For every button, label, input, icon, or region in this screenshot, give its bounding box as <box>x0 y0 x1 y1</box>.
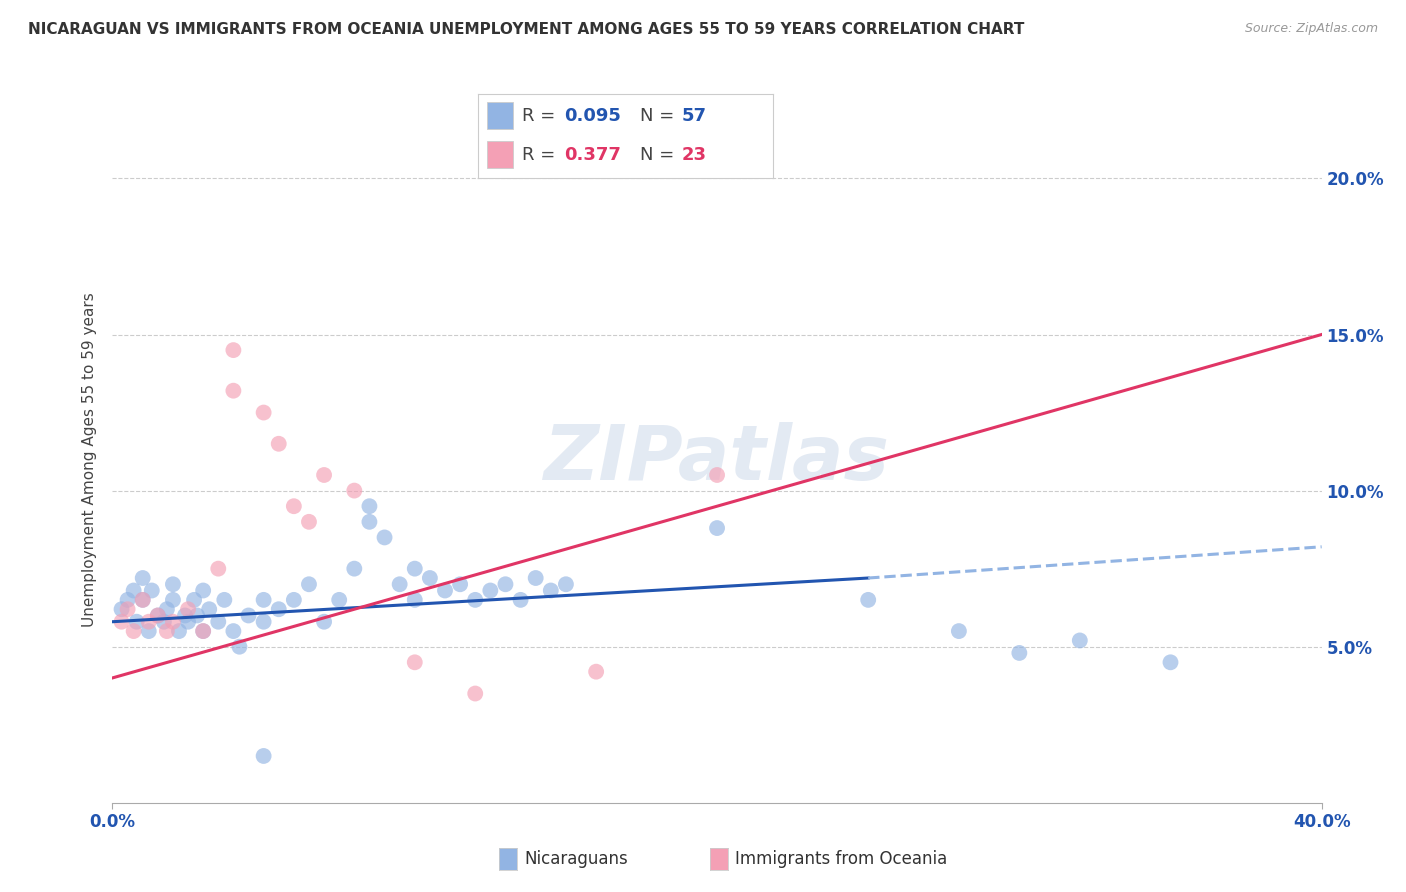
Point <box>207 615 229 629</box>
Point <box>117 602 139 616</box>
Text: Nicaraguans: Nicaraguans <box>524 850 628 868</box>
Point <box>162 577 184 591</box>
Point <box>253 615 276 629</box>
Text: 0.095: 0.095 <box>564 107 620 125</box>
Point <box>162 593 184 607</box>
Point <box>222 624 245 639</box>
Point <box>585 665 607 679</box>
Point <box>524 571 547 585</box>
Text: 23: 23 <box>682 145 707 163</box>
Point <box>191 624 215 639</box>
Bar <box>486 141 513 169</box>
Point <box>122 624 145 639</box>
Point <box>125 615 148 629</box>
Point <box>253 749 276 764</box>
Point <box>464 593 486 607</box>
Point <box>117 593 139 607</box>
Point <box>222 384 245 398</box>
Point <box>1008 646 1031 660</box>
Point <box>122 583 145 598</box>
Point <box>110 615 132 629</box>
Bar <box>486 103 513 129</box>
Point <box>540 583 562 598</box>
Text: N =: N = <box>641 145 681 163</box>
Point <box>1159 655 1181 669</box>
Point <box>359 515 381 529</box>
Point <box>162 615 184 629</box>
Point <box>138 624 160 639</box>
Point <box>495 577 517 591</box>
Point <box>141 583 163 598</box>
Point <box>479 583 502 598</box>
Point <box>167 624 190 639</box>
Point <box>146 608 169 623</box>
Point <box>153 615 176 629</box>
Point <box>177 602 200 616</box>
Point <box>228 640 250 654</box>
Point <box>207 562 229 576</box>
Point <box>388 577 411 591</box>
Point <box>404 562 426 576</box>
Point <box>706 468 728 483</box>
Point <box>948 624 970 639</box>
Text: ZIPatlas: ZIPatlas <box>544 423 890 496</box>
Text: 57: 57 <box>682 107 707 125</box>
Point <box>343 562 366 576</box>
Point <box>283 593 305 607</box>
Point <box>110 602 132 616</box>
Point <box>177 615 200 629</box>
Point <box>359 500 381 514</box>
Point <box>186 608 208 623</box>
Point <box>183 593 205 607</box>
Text: N =: N = <box>641 107 681 125</box>
Text: Immigrants from Oceania: Immigrants from Oceania <box>735 850 948 868</box>
Text: R =: R = <box>523 107 561 125</box>
Point <box>1069 633 1091 648</box>
Point <box>214 593 236 607</box>
Point <box>222 343 245 358</box>
Point <box>404 593 426 607</box>
Point <box>554 577 576 591</box>
Point <box>267 437 290 451</box>
Text: 0.377: 0.377 <box>564 145 620 163</box>
Text: NICARAGUAN VS IMMIGRANTS FROM OCEANIA UNEMPLOYMENT AMONG AGES 55 TO 59 YEARS COR: NICARAGUAN VS IMMIGRANTS FROM OCEANIA UN… <box>28 22 1025 37</box>
Point <box>132 593 155 607</box>
Point <box>298 515 321 529</box>
Point <box>146 608 169 623</box>
Point <box>156 624 179 639</box>
Point <box>283 500 305 514</box>
Point <box>706 521 728 535</box>
Point <box>298 577 321 591</box>
Point <box>132 571 155 585</box>
Point <box>419 571 441 585</box>
Point <box>328 593 350 607</box>
Point <box>198 602 221 616</box>
Point <box>238 608 260 623</box>
Point <box>191 583 215 598</box>
Point <box>138 615 160 629</box>
Point <box>253 406 276 420</box>
Point <box>464 687 486 701</box>
Text: Source: ZipAtlas.com: Source: ZipAtlas.com <box>1244 22 1378 36</box>
Point <box>374 530 396 544</box>
Point <box>132 593 155 607</box>
Point <box>267 602 290 616</box>
Point <box>314 615 336 629</box>
Point <box>174 608 197 623</box>
Point <box>449 577 471 591</box>
Point <box>156 602 179 616</box>
Point <box>253 593 276 607</box>
Point <box>434 583 457 598</box>
Y-axis label: Unemployment Among Ages 55 to 59 years: Unemployment Among Ages 55 to 59 years <box>82 292 97 627</box>
Point <box>509 593 531 607</box>
Point <box>858 593 880 607</box>
Point <box>314 468 336 483</box>
Point <box>191 624 215 639</box>
Point <box>404 655 426 669</box>
Point <box>343 483 366 498</box>
Text: R =: R = <box>523 145 561 163</box>
